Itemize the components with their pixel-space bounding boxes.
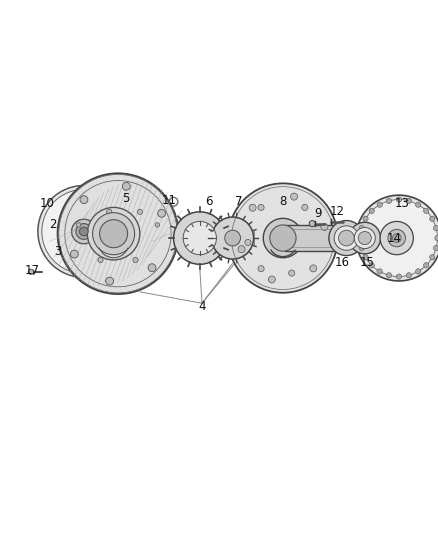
Circle shape bbox=[76, 223, 81, 227]
Text: 7: 7 bbox=[235, 195, 242, 208]
Circle shape bbox=[368, 263, 374, 268]
Text: 17: 17 bbox=[25, 264, 39, 277]
Circle shape bbox=[338, 230, 353, 246]
Circle shape bbox=[328, 221, 363, 255]
Circle shape bbox=[396, 274, 401, 279]
Circle shape bbox=[357, 231, 371, 245]
Circle shape bbox=[385, 198, 391, 204]
Circle shape bbox=[224, 230, 240, 246]
Circle shape bbox=[358, 225, 364, 231]
Text: 3: 3 bbox=[54, 245, 61, 257]
Circle shape bbox=[70, 250, 78, 258]
Circle shape bbox=[415, 269, 420, 274]
Circle shape bbox=[348, 222, 380, 254]
Circle shape bbox=[98, 257, 103, 263]
Circle shape bbox=[137, 209, 142, 214]
Circle shape bbox=[429, 255, 434, 260]
Circle shape bbox=[183, 221, 216, 255]
Text: 2: 2 bbox=[49, 219, 57, 231]
Circle shape bbox=[79, 227, 88, 236]
Circle shape bbox=[434, 236, 438, 241]
Circle shape bbox=[133, 257, 138, 263]
Text: 12: 12 bbox=[328, 205, 343, 219]
Circle shape bbox=[405, 272, 410, 278]
Circle shape bbox=[376, 269, 381, 274]
Text: 8: 8 bbox=[279, 195, 286, 208]
Circle shape bbox=[237, 246, 244, 253]
Circle shape bbox=[309, 265, 316, 272]
Circle shape bbox=[385, 272, 391, 278]
Circle shape bbox=[355, 195, 438, 281]
Text: 16: 16 bbox=[334, 256, 349, 269]
Text: 15: 15 bbox=[359, 256, 374, 269]
Circle shape bbox=[432, 225, 438, 231]
Circle shape bbox=[288, 270, 294, 276]
Circle shape bbox=[211, 217, 253, 259]
Circle shape bbox=[268, 276, 275, 283]
Circle shape bbox=[429, 216, 434, 221]
Text: 4: 4 bbox=[198, 300, 205, 313]
Circle shape bbox=[353, 228, 374, 248]
Circle shape bbox=[106, 209, 112, 214]
Circle shape bbox=[248, 204, 255, 211]
Circle shape bbox=[228, 183, 337, 293]
Circle shape bbox=[362, 255, 367, 260]
Circle shape bbox=[320, 223, 327, 230]
Circle shape bbox=[360, 199, 436, 277]
Text: 9: 9 bbox=[314, 207, 321, 220]
Circle shape bbox=[99, 220, 127, 248]
Circle shape bbox=[148, 264, 155, 272]
Circle shape bbox=[106, 277, 113, 285]
Circle shape bbox=[80, 196, 88, 204]
Text: 6: 6 bbox=[205, 195, 212, 208]
Circle shape bbox=[379, 221, 413, 255]
Circle shape bbox=[57, 173, 178, 294]
Circle shape bbox=[333, 226, 358, 251]
Circle shape bbox=[376, 202, 381, 207]
Circle shape bbox=[423, 263, 428, 268]
Circle shape bbox=[368, 208, 374, 213]
Circle shape bbox=[301, 204, 307, 211]
Circle shape bbox=[122, 182, 130, 190]
Circle shape bbox=[258, 204, 264, 211]
Circle shape bbox=[87, 207, 140, 260]
Circle shape bbox=[42, 189, 126, 273]
Bar bbox=[253, 231, 254, 245]
Circle shape bbox=[308, 221, 314, 227]
Circle shape bbox=[358, 245, 364, 251]
Circle shape bbox=[173, 212, 226, 264]
Circle shape bbox=[258, 265, 264, 272]
Bar bbox=[285, 225, 341, 251]
Text: 14: 14 bbox=[386, 231, 401, 245]
Circle shape bbox=[357, 236, 362, 241]
Circle shape bbox=[28, 269, 33, 274]
Circle shape bbox=[92, 213, 134, 255]
Text: 10: 10 bbox=[39, 197, 54, 209]
Circle shape bbox=[263, 219, 302, 258]
Circle shape bbox=[396, 197, 401, 202]
Text: 11: 11 bbox=[161, 195, 176, 207]
Circle shape bbox=[290, 193, 297, 200]
Text: 5: 5 bbox=[121, 192, 129, 205]
Circle shape bbox=[387, 229, 405, 247]
Circle shape bbox=[405, 198, 410, 204]
Circle shape bbox=[71, 219, 96, 244]
Circle shape bbox=[392, 233, 400, 243]
Circle shape bbox=[76, 224, 92, 239]
Circle shape bbox=[362, 216, 367, 221]
Circle shape bbox=[155, 223, 159, 227]
Circle shape bbox=[38, 185, 130, 278]
Circle shape bbox=[244, 239, 251, 246]
Circle shape bbox=[423, 208, 428, 213]
Circle shape bbox=[415, 202, 420, 207]
Text: 13: 13 bbox=[394, 197, 409, 209]
Circle shape bbox=[157, 209, 165, 217]
Circle shape bbox=[432, 245, 438, 251]
Circle shape bbox=[269, 225, 295, 251]
